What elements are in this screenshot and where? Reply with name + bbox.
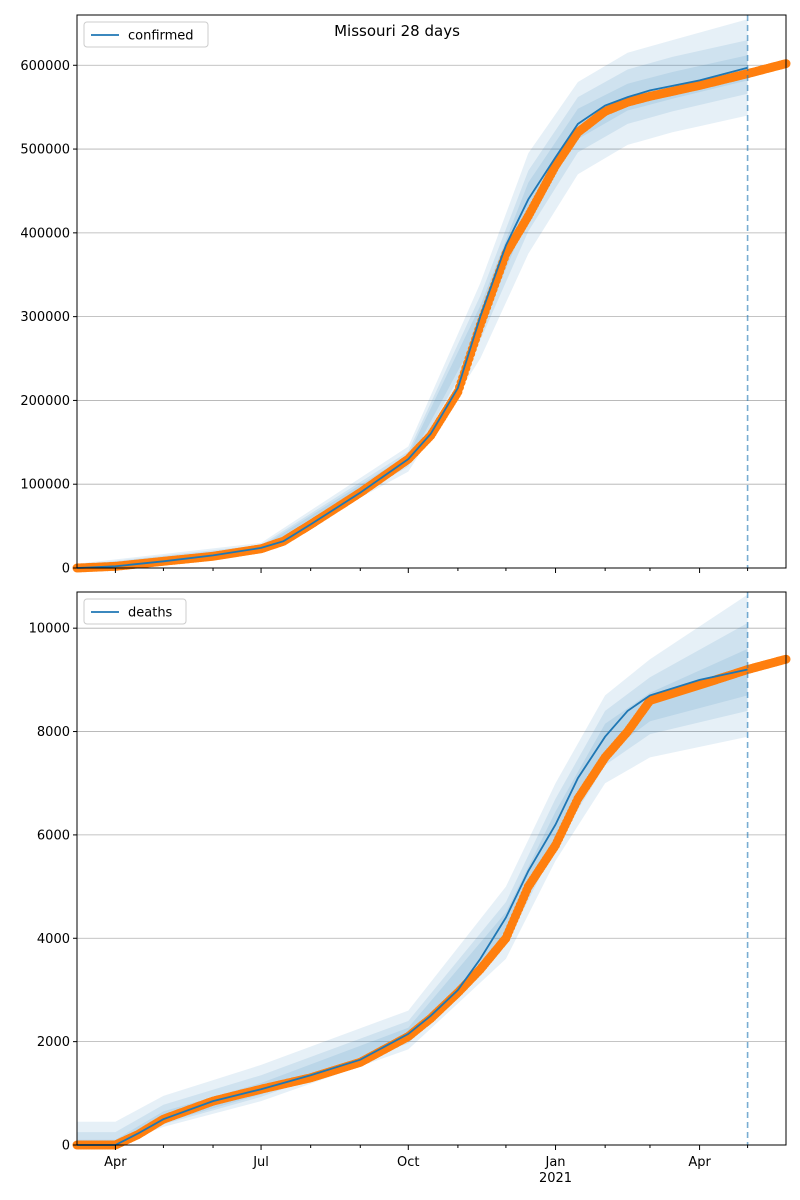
confidence-band-1 [77, 19, 748, 568]
y-tick-label: 0 [62, 1139, 70, 1154]
confidence-band-3 [77, 648, 748, 1145]
legend-box [83, 598, 187, 625]
x-tick-label: Apr [688, 1155, 711, 1170]
y-tick-label: 600000 [20, 59, 70, 74]
y-tick-label: 300000 [20, 310, 70, 325]
confidence-band-2 [77, 623, 748, 1145]
y-tick-label: 2000 [37, 1035, 70, 1050]
confirmed-panel: 0 100000 200000 300000 400000 500000 600000 con… [20, 14, 791, 577]
x-tick-year-label: 2021 [539, 1171, 572, 1186]
x-tick-label: Jul [252, 1155, 269, 1170]
y-tick-label: 4000 [37, 932, 70, 947]
confidence-band-1 [77, 594, 748, 1145]
model-line [76, 66, 748, 569]
x-tick-label: Oct [397, 1155, 419, 1170]
y-tick-label: 200000 [20, 394, 70, 409]
legend-label: confirmed [128, 29, 194, 44]
legend-box [83, 21, 209, 48]
y-tick-label: 10000 [29, 622, 70, 637]
y-tick-label: 500000 [20, 143, 70, 158]
y-tick-label: 400000 [20, 226, 70, 241]
x-tick-label: Apr [104, 1155, 127, 1170]
y-tick-label: 0 [62, 562, 70, 577]
y-tick-label: 8000 [37, 725, 70, 740]
plot-frame [76, 14, 787, 569]
legend: confirmed [83, 21, 209, 48]
legend: deaths [83, 598, 187, 625]
y-tick-label: 100000 [20, 478, 70, 493]
x-tick-label: Jan [545, 1155, 566, 1170]
legend-label: deaths [128, 606, 173, 621]
chart-title: Missouri 28 days [334, 22, 460, 40]
y-tick-label: 6000 [37, 828, 70, 843]
plot-frame [76, 591, 787, 1146]
model-line [77, 668, 748, 1146]
